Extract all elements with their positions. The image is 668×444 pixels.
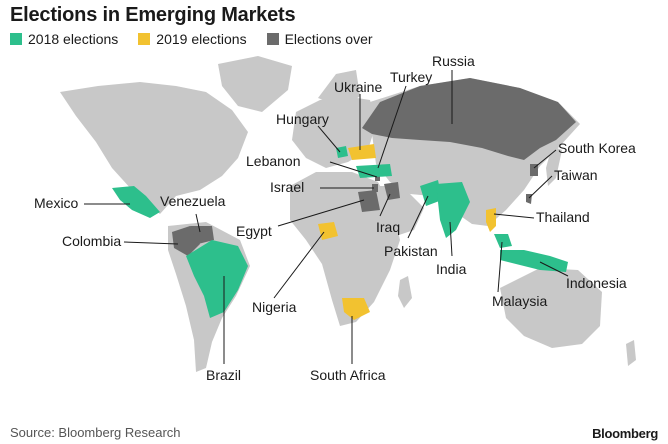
source-note: Source: Bloomberg Research [10,425,181,440]
leader-egypt [277,199,365,227]
land-north-america [60,82,248,214]
label-pakistan: Pakistan [384,243,438,259]
label-ukraine: Ukraine [334,79,382,95]
label-turkey: Turkey [390,69,432,85]
legend-swatch-over [266,33,279,45]
label-hungary: Hungary [276,111,329,127]
leader-iraq [379,193,391,217]
leader-indonesia [539,261,569,277]
label-south-korea: South Korea [558,140,636,156]
land-madagascar [398,276,412,308]
land-japan [546,146,562,186]
label-mexico: Mexico [34,195,79,211]
label-israel: Israel [270,179,304,195]
label-russia: Russia [432,53,475,69]
label-south-africa: South Africa [310,367,386,383]
label-lebanon: Lebanon [246,153,301,169]
region-iraq [384,182,400,200]
land-greenland [218,56,292,112]
label-indonesia: Indonesia [566,275,627,291]
label-egypt: Egypt [236,223,272,239]
label-india: India [436,261,467,277]
region-mexico [112,186,160,218]
elections-2019-regions [318,144,496,320]
bloomberg-logo: Bloomberg [592,426,658,441]
leader-malaysia [497,241,503,293]
leader-india [449,221,453,257]
region-colombia [172,226,200,256]
region-egypt [358,190,380,212]
leader-colombia [123,241,179,245]
region-venezuela [190,226,214,244]
region-hungary [336,146,348,158]
region-thailand [486,208,496,232]
label-taiwan: Taiwan [554,167,598,183]
legend-item-over: Elections over [266,31,373,47]
label-venezuela: Venezuela [160,193,226,209]
legend-item-2018: 2018 elections [10,31,118,47]
leader-south-korea [533,149,557,169]
leader-lebanon [329,161,378,178]
legend-label-2019: 2019 elections [156,31,247,47]
region-turkey [356,164,392,178]
legend-label-over: Elections over [284,31,373,47]
region-russia [362,78,576,160]
region-malaysia [494,234,512,248]
leader-thailand [493,213,535,219]
leader-nigeria [273,231,325,299]
region-israel [372,184,378,192]
land-new-zealand [626,340,636,366]
land-australia [500,268,602,348]
leader-pakistan [407,195,429,239]
label-brazil: Brazil [206,367,241,383]
region-india [436,182,470,238]
label-malaysia: Malaysia [492,293,547,309]
label-thailand: Thailand [536,209,590,225]
land-scandinavia [318,70,360,108]
label-colombia: Colombia [62,233,121,249]
leader-hungary [317,125,341,153]
region-indonesia [500,250,568,272]
region-ukraine [348,144,376,160]
leader-turkey [377,85,407,169]
legend-item-2019: 2019 elections [138,31,247,47]
leader-taiwan [528,175,553,199]
elections-2018-regions [112,146,568,318]
legend-swatch-2019 [138,33,151,45]
legend-swatch-2018 [10,33,22,45]
map-title: Elections in Emerging Markets [10,4,296,26]
label-nigeria: Nigeria [252,299,297,315]
region-nigeria [318,222,338,240]
country-labels: Russia Ukraine Turkey Hungary South Kore… [34,53,636,383]
leader-venezuela [195,213,201,233]
legend-label-2018: 2018 elections [28,31,119,47]
label-iraq: Iraq [376,219,400,235]
leader-lines [84,70,569,364]
region-brazil [186,240,248,318]
region-south-africa [342,298,370,320]
legend: 2018 elections 2019 elections Elections … [10,30,393,48]
